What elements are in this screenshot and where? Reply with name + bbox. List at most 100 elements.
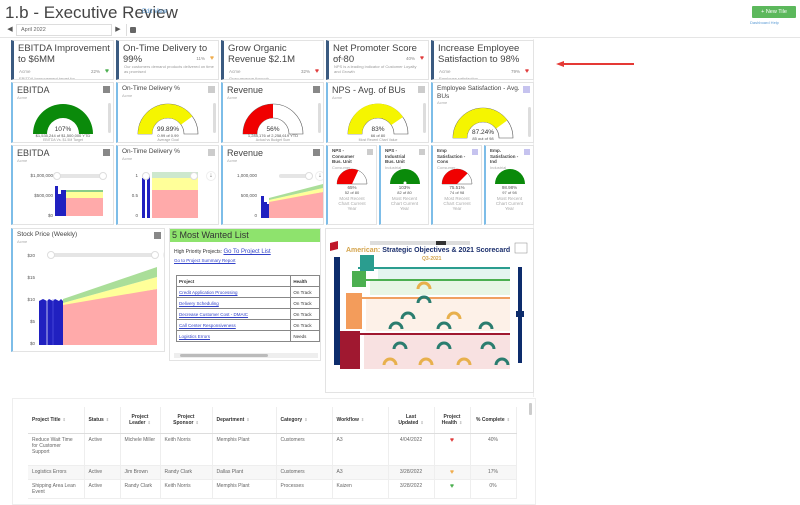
vertical-scrollbar[interactable] xyxy=(529,403,532,415)
next-period-button[interactable]: ▶ xyxy=(115,26,121,33)
mini-gauge-tile[interactable]: NPS - Industrial Bus. Unit Industrial 10… xyxy=(379,145,429,225)
column-header[interactable]: Project Title ⇕ xyxy=(28,407,85,434)
project-summary-report-link[interactable]: Go to Project Summary Report xyxy=(174,258,236,263)
gauge-subtext: 1,285,176 of 2,258,619 YTD xyxy=(247,133,299,138)
column-label: Department xyxy=(216,416,245,423)
tile-menu-icon[interactable] xyxy=(103,86,110,93)
download-icon[interactable]: ⇣ xyxy=(315,171,323,181)
scrollbar[interactable] xyxy=(318,103,321,133)
range-slider[interactable] xyxy=(279,174,309,178)
column-header[interactable]: Workflow ⇕ xyxy=(332,407,389,434)
edit-view-link[interactable]: Edit View xyxy=(142,9,167,15)
table-row[interactable]: Logistics Errors Active Jim Brown Randy … xyxy=(28,465,517,480)
column-header[interactable]: % Complete ⇕ xyxy=(470,407,517,434)
gauge-tile[interactable]: Employee Satisfaction - Avg. BUs Acme 87… xyxy=(431,82,534,143)
scorecard-image xyxy=(330,241,528,369)
scrollbar[interactable] xyxy=(528,107,531,137)
gauge-tile[interactable]: NPS - Avg. of BUs Acme 83% 66 of 80 Most… xyxy=(326,82,429,143)
gauge-tile[interactable]: EBITDA Acme 107% $1,535,244 of $1,500,00… xyxy=(11,82,114,143)
sort-icon[interactable]: ⇕ xyxy=(458,419,463,425)
sort-icon[interactable]: ⇕ xyxy=(506,416,510,422)
range-slider-handle[interactable] xyxy=(47,251,55,259)
column-header[interactable]: Project Health ⇕ xyxy=(434,407,471,434)
trend-chart-tile[interactable]: Revenue Acme 1,000,000 500,000 0 ⇣ xyxy=(221,145,324,225)
column-header[interactable]: Status ⇕ xyxy=(84,407,121,434)
new-tile-button[interactable]: + New Tile xyxy=(752,6,796,18)
table-row[interactable]: Shipping Area Lean Event Active Randy Cl… xyxy=(28,479,517,499)
project-link[interactable]: Credit Application Processing xyxy=(179,289,238,295)
objective-percent: 22% xyxy=(90,69,100,74)
tile-menu-icon[interactable] xyxy=(313,149,320,156)
range-slider-handle[interactable] xyxy=(99,172,107,180)
sort-icon[interactable]: ⇕ xyxy=(360,416,365,422)
tile-menu-icon[interactable] xyxy=(367,149,373,155)
scrollbar[interactable] xyxy=(108,103,111,133)
tile-menu-icon[interactable] xyxy=(418,86,425,93)
objective-tile[interactable]: On-Time Delivery to 99% Acme 11% ♥ Our c… xyxy=(116,40,219,80)
dashboard-help-link[interactable]: Dashboard Help xyxy=(750,20,779,25)
go-to-project-list-link[interactable]: Go To Project List xyxy=(223,249,271,255)
mini-gauge-tile[interactable]: Emp Satisfaction - Cons Consumer 75.51% … xyxy=(431,145,482,225)
gauge-tile[interactable]: Revenue Acme 56% 1,285,176 of 2,258,619 … xyxy=(221,82,324,143)
tile-title: Revenue xyxy=(227,85,264,95)
scrollbar-thumb[interactable] xyxy=(180,354,268,357)
y-axis-label: $10 xyxy=(27,297,35,302)
mini-gauge-tile[interactable]: Emp. Satisfaction - Ind Industrial 98.98… xyxy=(484,145,534,225)
table-row[interactable]: Reduce Wait Time for Customer Support Ac… xyxy=(28,433,517,466)
project-link[interactable]: Delivery Scheduling xyxy=(179,300,219,306)
calendar-icon[interactable] xyxy=(126,24,138,36)
trend-chart-tile[interactable]: EBITDA Acme $1,000,000 $500,000 $0 xyxy=(11,145,114,225)
tile-menu-icon[interactable] xyxy=(472,149,478,155)
tile-menu-icon[interactable] xyxy=(208,86,215,93)
range-slider[interactable] xyxy=(57,174,105,178)
objective-tile[interactable]: Increase Employee Satisfaction to 98% Ac… xyxy=(431,40,534,80)
sort-icon[interactable]: ⇕ xyxy=(105,416,110,422)
column-header[interactable]: Department ⇕ xyxy=(212,407,277,434)
range-slider-handle[interactable] xyxy=(53,172,61,180)
objective-tile[interactable]: Grow Organic Revenue $2.1M Acme 32% ♥ Gr… xyxy=(221,40,324,80)
gauge-tile[interactable]: On-Time Delivery % Acme 99.89% 0.99 of 0… xyxy=(116,82,219,143)
health-cell: On Track xyxy=(290,319,320,331)
scrollbar[interactable] xyxy=(423,103,426,133)
tile-menu-icon[interactable] xyxy=(523,86,530,93)
date-input[interactable]: April 2022 xyxy=(16,24,112,36)
range-slider-handle[interactable] xyxy=(305,172,313,180)
column-header[interactable]: Category ⇕ xyxy=(276,407,333,434)
sort-icon[interactable]: ⇕ xyxy=(62,416,66,422)
range-slider-handle[interactable] xyxy=(151,251,159,259)
stock-price-tile[interactable]: Stock Price (Weekly) Acme $20 $15 $10 $5… xyxy=(11,228,165,352)
tile-menu-icon[interactable] xyxy=(208,149,215,156)
project-link[interactable]: Decrease Customer Cost - DMAIC xyxy=(179,311,249,317)
download-icon[interactable]: ⇣ xyxy=(206,171,216,181)
project-link[interactable]: Call Center Responsiveness xyxy=(179,322,236,328)
tile-owner: Acme xyxy=(122,155,133,161)
range-slider-handle[interactable] xyxy=(142,172,150,180)
tile-menu-icon[interactable] xyxy=(524,149,530,155)
project-link[interactable]: Logistics Errors xyxy=(179,333,211,339)
trend-chart-tile[interactable]: On-Time Delivery % Acme 1 0.5 0 ⇣ xyxy=(116,145,219,225)
column-header[interactable]: Project Sponsor ⇕ xyxy=(160,407,213,434)
tile-menu-icon[interactable] xyxy=(419,149,425,155)
sort-icon[interactable]: ⇕ xyxy=(147,419,151,425)
range-slider-handle[interactable] xyxy=(190,172,198,180)
sort-icon[interactable]: ⇕ xyxy=(195,419,199,425)
column-header[interactable]: Last Updated ⇕ xyxy=(388,407,435,434)
prev-period-button[interactable]: ◀ xyxy=(7,26,13,33)
health-heart-icon: ♥ xyxy=(524,68,529,75)
scrollbar[interactable] xyxy=(213,103,216,133)
tile-menu-icon[interactable] xyxy=(154,232,161,239)
column-label: Status xyxy=(88,416,104,423)
objective-tile[interactable]: EBITDA Improvement to $6MM Acme 22% ♥ EB… xyxy=(11,40,114,80)
sort-icon[interactable]: ⇕ xyxy=(246,416,250,422)
tile-owner: Industrial xyxy=(385,164,402,170)
tile-menu-icon[interactable] xyxy=(313,86,320,93)
sort-icon[interactable]: ⇕ xyxy=(304,416,308,422)
tile-menu-icon[interactable] xyxy=(103,149,110,156)
column-header[interactable]: Project Leader ⇕ xyxy=(120,407,161,434)
objective-tile[interactable]: Net Promoter Score of 80 Acme 40% ♥ NPS … xyxy=(326,40,429,80)
sort-icon[interactable]: ⇕ xyxy=(420,419,424,425)
mini-gauge-tile[interactable]: NPS - Consumer Bus. Unit Consumer 65% 52… xyxy=(326,145,377,225)
download-icon[interactable]: ⇣ xyxy=(163,250,164,260)
range-slider[interactable] xyxy=(53,253,155,257)
horizontal-scrollbar[interactable] xyxy=(174,353,318,358)
